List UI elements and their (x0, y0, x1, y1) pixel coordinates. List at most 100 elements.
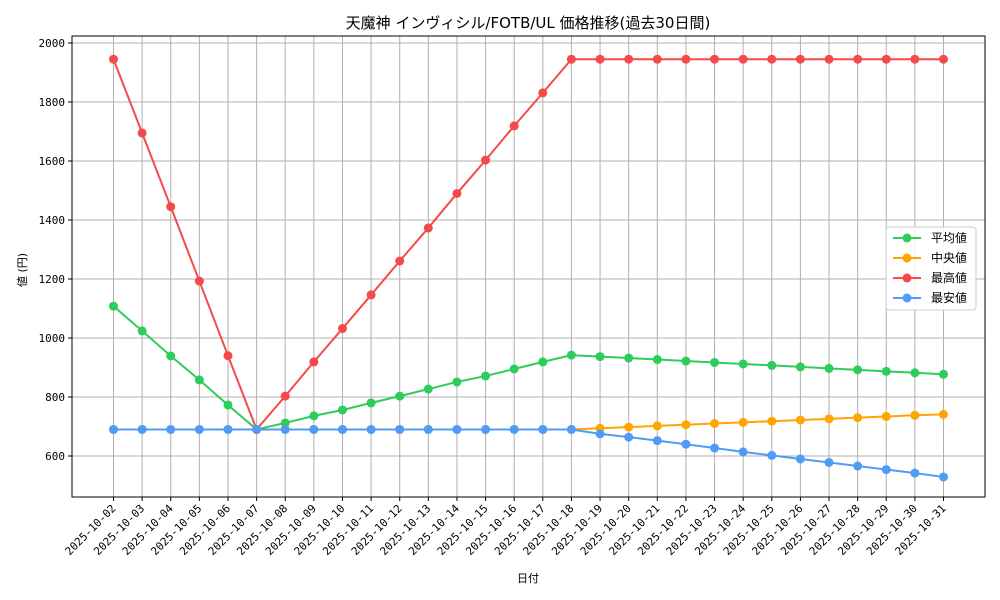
data-point (509, 364, 519, 374)
data-point (652, 54, 662, 64)
data-point (337, 405, 347, 415)
data-point (767, 54, 777, 64)
data-point (452, 188, 462, 198)
data-point (366, 290, 376, 300)
data-point (881, 366, 891, 376)
data-point (566, 54, 576, 64)
data-point (824, 54, 834, 64)
legend-marker-icon (902, 233, 912, 243)
data-point (194, 276, 204, 286)
data-point (681, 439, 691, 449)
data-point (223, 400, 233, 410)
y-tick-label: 800 (45, 391, 65, 404)
data-point (452, 424, 462, 434)
y-tick-label: 1200 (39, 273, 66, 286)
legend-label: 最高値 (931, 270, 967, 285)
data-point (509, 424, 519, 434)
data-point (194, 424, 204, 434)
data-point (881, 54, 891, 64)
series-最安値 (109, 424, 948, 482)
data-point (395, 391, 405, 401)
data-point (710, 54, 720, 64)
data-point (853, 365, 863, 375)
plot-frame (71, 35, 986, 498)
data-point (624, 353, 634, 363)
data-point (795, 362, 805, 372)
data-point (280, 391, 290, 401)
data-point (767, 416, 777, 426)
data-point (824, 414, 834, 424)
legend-label: 中央値 (931, 250, 967, 265)
data-point (624, 422, 634, 432)
data-point (194, 375, 204, 385)
data-point (681, 54, 691, 64)
x-axis-label: 日付 (517, 572, 539, 585)
data-point (939, 472, 948, 482)
data-point (824, 363, 834, 373)
data-point (337, 424, 347, 434)
data-point (767, 450, 777, 460)
data-point (595, 54, 605, 64)
y-tick-label: 1800 (39, 96, 66, 109)
data-point (137, 424, 147, 434)
data-point (309, 424, 319, 434)
data-point (795, 454, 805, 464)
legend-label: 最安値 (931, 290, 967, 305)
series-平均値 (109, 301, 948, 434)
data-point (595, 352, 605, 362)
legend-box (885, 226, 977, 311)
data-point (738, 417, 748, 427)
data-point (853, 413, 863, 423)
x-axis-ticks: 2025-10-022025-10-032025-10-042025-10-05… (63, 497, 949, 558)
data-point (538, 88, 548, 98)
data-point (109, 301, 118, 311)
data-point (280, 424, 290, 434)
data-point (795, 54, 805, 64)
data-point (910, 368, 920, 378)
data-point (710, 419, 720, 429)
data-point (309, 411, 319, 421)
y-tick-label: 1000 (39, 332, 66, 345)
data-point (681, 420, 691, 430)
data-point (652, 436, 662, 446)
data-point (223, 424, 233, 434)
data-point (824, 457, 834, 467)
data-point (280, 418, 290, 428)
data-point (595, 429, 605, 439)
legend-marker-icon (902, 293, 912, 303)
data-point (109, 54, 118, 64)
legend-marker-icon (902, 273, 912, 283)
data-point (939, 54, 948, 64)
grid-lines (72, 36, 985, 497)
data-point (710, 443, 720, 453)
data-point (481, 371, 491, 381)
data-point (481, 155, 491, 165)
data-point (910, 468, 920, 478)
data-point (939, 369, 948, 379)
series-lines (109, 54, 948, 482)
data-point (538, 424, 548, 434)
data-point (910, 54, 920, 64)
data-point (710, 357, 720, 367)
data-point (309, 357, 319, 367)
chart-title: 天魔神 インヴィシル/FOTB/UL 価格推移(過去30日間) (346, 14, 711, 32)
y-tick-label: 2000 (39, 37, 66, 50)
data-point (481, 424, 491, 434)
y-tick-label: 1400 (39, 214, 66, 227)
y-axis-ticks: 600 800 1000 1200 1400 1600 1800 2000 (39, 37, 72, 463)
data-point (452, 377, 462, 387)
data-point (738, 447, 748, 457)
data-point (423, 384, 433, 394)
y-tick-label: 1600 (39, 155, 66, 168)
data-point (395, 256, 405, 266)
data-point (252, 424, 262, 434)
data-point (939, 409, 948, 419)
data-point (423, 424, 433, 434)
data-point (337, 324, 347, 334)
data-point (166, 351, 176, 361)
y-tick-label: 600 (45, 450, 65, 463)
data-point (137, 128, 147, 138)
data-point (166, 424, 176, 434)
